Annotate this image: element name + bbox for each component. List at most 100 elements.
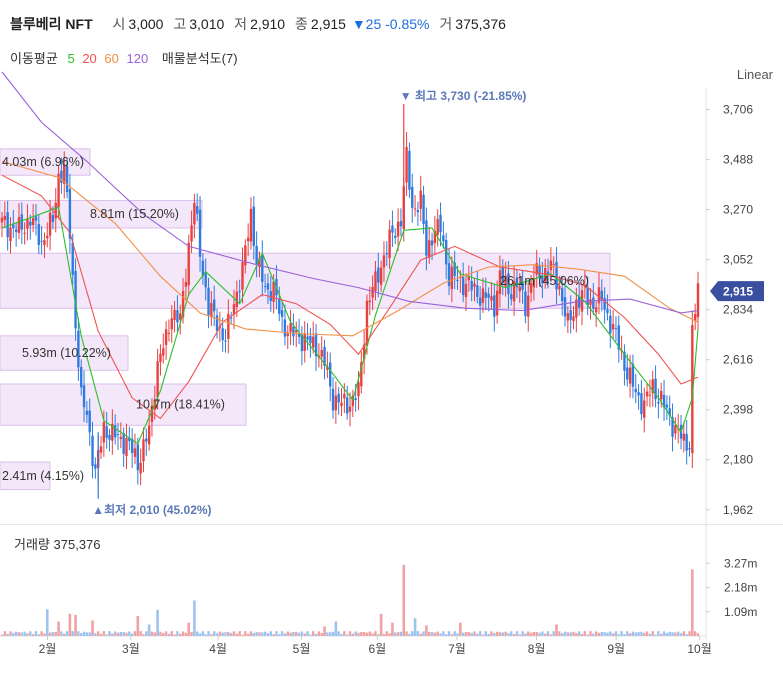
volume-bar (133, 631, 137, 636)
volume-bar (314, 633, 318, 636)
candle-body (108, 434, 111, 440)
ma120-legend[interactable]: 120 (126, 51, 149, 66)
candle-body (527, 295, 530, 317)
max-price-label: ▼ 최고 3,730 (-21.85%) (400, 88, 527, 103)
volume-bar (651, 631, 654, 636)
volume-bar (405, 631, 408, 636)
candle-body (255, 246, 258, 265)
volume-bar (665, 632, 669, 636)
volume-bar (419, 633, 422, 636)
volume-bar (532, 632, 536, 636)
candle-body (289, 323, 292, 332)
volume-bar (142, 634, 145, 636)
volume-bar (23, 631, 26, 636)
candle-body (212, 299, 216, 312)
volume-bar (184, 632, 188, 636)
high-label: 고 (173, 16, 187, 32)
volume-bar (326, 632, 329, 636)
volume-bar (450, 634, 454, 636)
candle-body (179, 313, 182, 320)
x-tick-label: 7월 (448, 642, 466, 656)
volume-bar (521, 631, 524, 636)
current-price-tag (710, 281, 764, 302)
volume-bar (645, 631, 649, 636)
asset-name: 블루베리 NFT (10, 16, 93, 32)
candle-body (660, 390, 663, 400)
volume-bar (484, 631, 488, 636)
candle-body (88, 410, 91, 433)
ma60-legend[interactable]: 60 (104, 51, 119, 66)
candle-body (374, 271, 377, 292)
volume-bar (546, 631, 550, 636)
candle-body (80, 366, 83, 388)
candle-body (436, 218, 439, 235)
candle-body (312, 336, 315, 348)
volume-bar (77, 631, 80, 636)
candle-body (456, 279, 459, 281)
candle-body (102, 422, 106, 443)
volume-bar (679, 633, 683, 636)
candle-body (416, 209, 420, 213)
candle-body (665, 404, 669, 408)
volume-bar (394, 632, 397, 636)
candle-body (394, 235, 397, 238)
volume-bar (620, 631, 623, 636)
candle-body (40, 240, 43, 242)
candle-body (399, 221, 403, 227)
volume-profile-label: 2.41m (4.15%) (2, 469, 84, 483)
candle-body (159, 353, 162, 362)
volume-bar (6, 633, 9, 636)
volume-bar-spike (379, 613, 383, 636)
scale-mode-toggle[interactable]: Linear (736, 67, 773, 82)
candle-body (85, 410, 89, 415)
candle-body (657, 401, 660, 404)
volume-bar (122, 632, 125, 636)
ma60-line (1, 160, 699, 337)
close-label: 종 (295, 16, 308, 32)
candle-body (128, 438, 131, 442)
candle-body (167, 332, 171, 334)
candle-body (566, 313, 570, 321)
candle-body (382, 255, 386, 268)
candle-body (563, 297, 567, 317)
volume-bar (507, 633, 510, 636)
volume-bar (518, 634, 521, 636)
volume-bar (682, 631, 686, 636)
candle-body (334, 395, 338, 411)
candle-body (74, 271, 77, 329)
volume-bar (609, 631, 612, 636)
candle-body (422, 194, 425, 225)
x-tick-label: 9월 (607, 642, 625, 656)
candle-body (340, 402, 343, 407)
volume-bar (476, 633, 479, 636)
volume-profile-label: 26.1m (45.06%) (500, 274, 589, 288)
volume-y-tick-label: 1.09m (724, 605, 757, 619)
ma20-legend[interactable]: 20 (82, 51, 97, 66)
candle-body (266, 283, 270, 290)
volume-bar (111, 633, 114, 636)
volume-bar (351, 633, 355, 636)
indicator-legend[interactable]: 이동평균 5 20 60 120 매물분석도(7) (10, 48, 244, 67)
volume-bar (634, 632, 637, 636)
volume-bar (14, 631, 18, 636)
volume-panel-title: 거래량 375,376 (14, 534, 101, 553)
volume-bar (139, 631, 142, 636)
candle-body (6, 212, 9, 238)
volume-bar (654, 634, 657, 636)
candle-body (535, 263, 538, 275)
volume-bar-spike (136, 616, 140, 636)
candle-body (623, 351, 626, 371)
ma5-legend[interactable]: 5 (67, 51, 75, 66)
candle-body (413, 208, 417, 210)
volume-bar (3, 631, 7, 636)
volume-bar (453, 631, 456, 636)
candle-body (198, 209, 202, 257)
volume-bar (501, 632, 504, 636)
candle-body (337, 393, 340, 403)
candle-body (125, 438, 128, 457)
volume-bar (461, 632, 465, 636)
candle-body (309, 335, 312, 344)
volume-profile-legend[interactable]: 매물분석도(7) (161, 51, 238, 66)
candle-body (65, 165, 69, 193)
